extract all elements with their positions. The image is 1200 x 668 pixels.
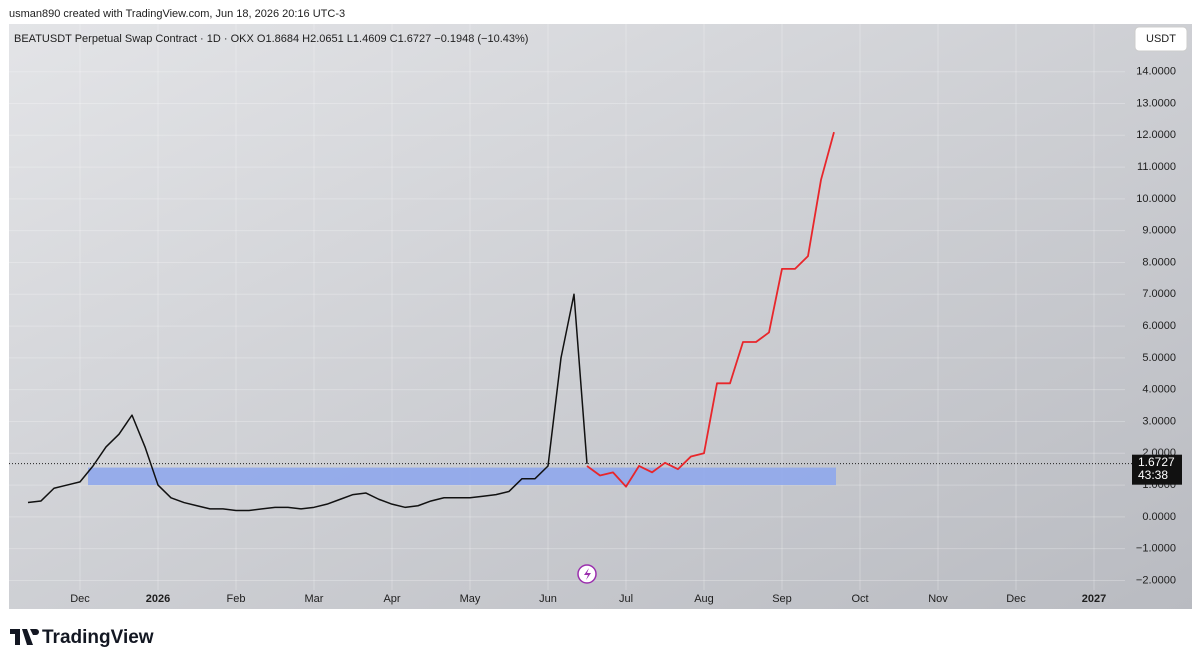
y-tick-label: 7.0000 <box>1142 288 1176 300</box>
x-tick-label: Jul <box>619 593 633 605</box>
x-tick-label: Sep <box>772 593 792 605</box>
x-tick-label: 2026 <box>146 593 170 605</box>
y-tick-label: 13.0000 <box>1136 97 1176 109</box>
x-tick-label: Apr <box>383 593 400 605</box>
currency[interactable]: USDT <box>1146 33 1176 45</box>
x-tick-label: Feb <box>227 593 246 605</box>
y-tick-label: 3.0000 <box>1142 415 1176 427</box>
x-tick-label: 2027 <box>1082 593 1106 605</box>
currency-button[interactable] <box>1134 26 1188 52</box>
logo: TradingView <box>10 627 154 648</box>
x-tick-label: Dec <box>1006 593 1026 605</box>
y-tick-label: −2.0000 <box>1136 574 1176 586</box>
y-tick-label: 12.0000 <box>1136 129 1176 141</box>
chart-background <box>9 24 1192 609</box>
x-tick-label: May <box>460 593 481 605</box>
x-tick-label: Dec <box>70 593 90 605</box>
x-tick-label: Mar <box>305 593 324 605</box>
y-tick-label: 10.0000 <box>1136 193 1176 205</box>
price-label-box <box>1132 454 1182 485</box>
y-tick-label: 8.0000 <box>1142 256 1176 268</box>
y-tick-label: 0.0000 <box>1142 511 1176 523</box>
chart-title: BEATUSDT Perpetual Swap Contract · 1D · … <box>14 33 528 45</box>
x-tick-label: Nov <box>928 593 948 605</box>
y-tick-label: 4.0000 <box>1142 384 1176 396</box>
support-zone <box>88 467 836 486</box>
countdown: 43:38 <box>1138 468 1168 482</box>
y-tick-label: −1.0000 <box>1136 543 1176 555</box>
y-tick-label: 6.0000 <box>1142 320 1176 332</box>
logo-mark <box>10 629 39 645</box>
credit: usman890 created with TradingView.com, J… <box>9 8 345 20</box>
price-line <box>586 131 835 488</box>
price-label: 1.6727 <box>1138 455 1175 469</box>
y-tick-label: 9.0000 <box>1142 225 1176 237</box>
event-bolt <box>584 568 591 580</box>
price-line <box>27 293 588 512</box>
y-tick-label: 5.0000 <box>1142 352 1176 364</box>
y-tick-label: 11.0000 <box>1137 161 1176 173</box>
y-tick-label: 14.0000 <box>1136 66 1176 78</box>
x-tick-label: Jun <box>539 593 557 605</box>
x-tick-label: Aug <box>694 593 714 605</box>
logo-text: TradingView <box>42 627 154 648</box>
x-tick-label: Oct <box>851 593 868 605</box>
